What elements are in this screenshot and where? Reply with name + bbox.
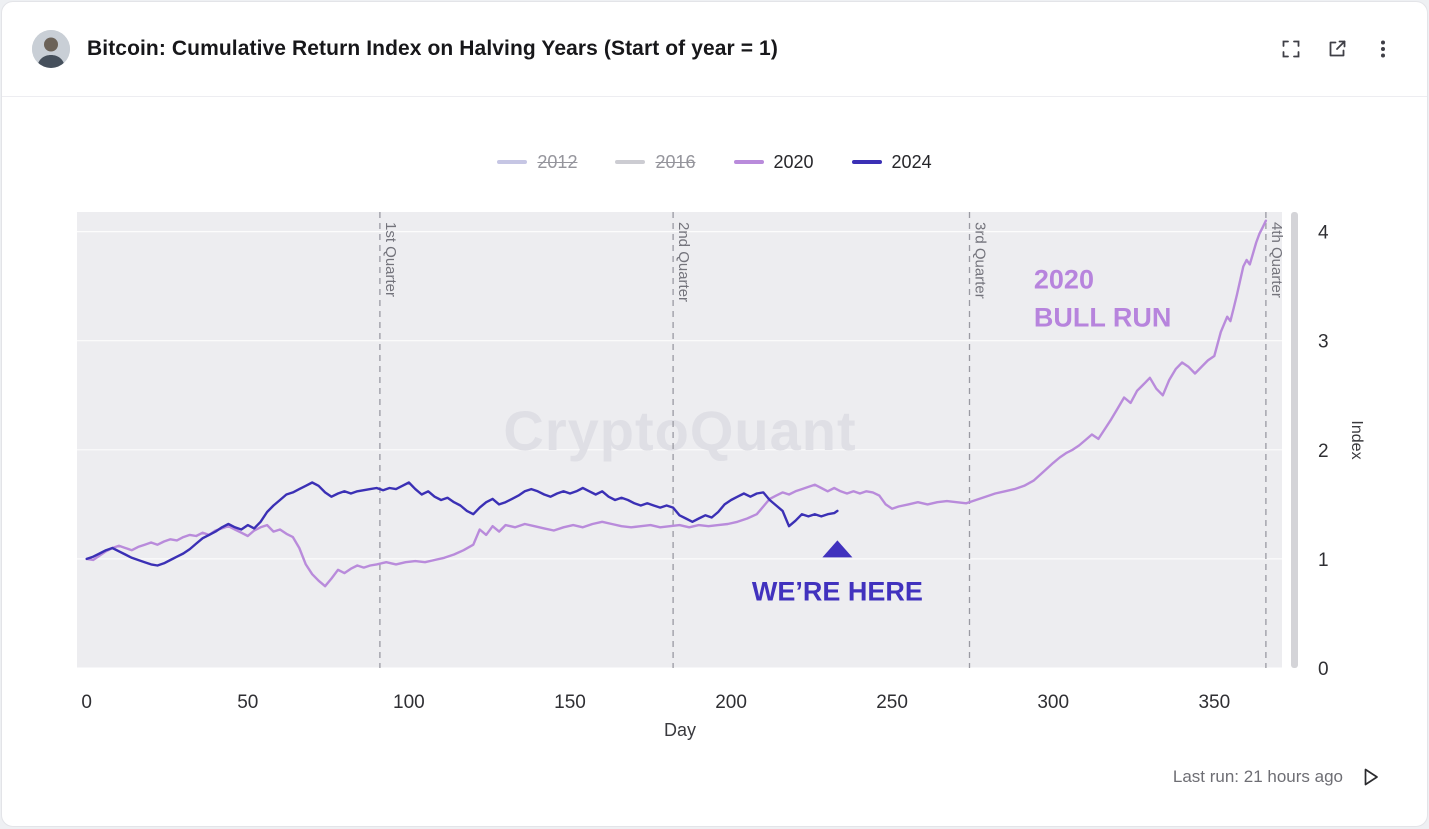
y-tick-label: 0: [1318, 659, 1329, 680]
quarter-label: 3rd Quarter: [972, 222, 989, 299]
quarter-label: 2nd Quarter: [675, 222, 692, 302]
legend-item-2016[interactable]: 2016: [615, 151, 696, 173]
x-tick-label: 300: [1037, 692, 1069, 713]
annotation-were-here-marker: [822, 540, 853, 558]
x-tick-label: 50: [237, 692, 258, 713]
header-actions: [1273, 31, 1401, 67]
chart-canvas: CryptoQuant 1st Quarter 2nd Quarter 3rd Qua…: [77, 212, 1365, 740]
legend-swatch: [851, 160, 882, 164]
legend-item-2020[interactable]: 2020: [733, 151, 814, 173]
open-external-icon: [1329, 40, 1346, 57]
legend-swatch: [497, 160, 528, 164]
x-tick-label: 150: [554, 692, 586, 713]
x-tick-label: 200: [715, 692, 747, 713]
open-external-button[interactable]: [1319, 31, 1355, 67]
fullscreen-button[interactable]: [1273, 31, 1309, 67]
page-title: Bitcoin: Cumulative Return Index on Halv…: [87, 37, 778, 60]
x-axis-title: Day: [664, 720, 696, 740]
y-axis-title: Index: [1348, 420, 1365, 459]
y-tick-label: 2: [1318, 441, 1329, 462]
last-run-label: Last run: 21 hours ago: [1172, 767, 1343, 786]
more-menu-button[interactable]: [1365, 31, 1401, 67]
x-tick-label: 0: [81, 692, 92, 713]
legend-label: 2012: [537, 151, 578, 172]
series-2024-line[interactable]: [85, 481, 839, 567]
y-tick-label: 3: [1318, 332, 1329, 353]
quarter-label: 4th Quarter: [1268, 222, 1285, 298]
run-button[interactable]: [1357, 764, 1383, 790]
annotation-bull-run: 2020: [1034, 264, 1094, 294]
y-axis-scrollbar[interactable]: [1291, 212, 1298, 668]
x-tick-label: 100: [393, 692, 425, 713]
legend-label: 2024: [891, 151, 932, 172]
fullscreen-icon: [1282, 40, 1300, 58]
watermark: CryptoQuant: [503, 399, 856, 462]
chart-footer: Last run: 21 hours ago: [2, 752, 1427, 790]
y-tick-label: 4: [1318, 223, 1329, 244]
card-header: Bitcoin: Cumulative Return Index on Halv…: [2, 2, 1427, 97]
legend-item-2012[interactable]: 2012: [497, 152, 577, 173]
y-tick-label: 1: [1318, 550, 1329, 571]
chart-region: 2012 2016 2020 2024 CryptoQuant 1st Quarter 2…: [2, 149, 1427, 790]
annotation-were-here: WE’RE HERE: [752, 576, 923, 606]
annotation-bull-run: BULL RUN: [1034, 302, 1172, 332]
kebab-menu-icon: [1381, 40, 1385, 58]
quarter-label: 1st Quarter: [382, 222, 399, 297]
legend-swatch: [615, 160, 646, 164]
x-tick-label: 250: [876, 692, 908, 713]
legend-label: 2020: [773, 151, 814, 172]
play-icon: [1364, 768, 1378, 786]
avatar-image: [32, 30, 70, 68]
series-2020-line[interactable]: [85, 219, 1268, 588]
avatar[interactable]: [32, 30, 70, 68]
x-tick-label: 350: [1198, 692, 1230, 713]
legend-item-2024[interactable]: 2024: [851, 151, 932, 173]
plot-area[interactable]: [77, 212, 1282, 668]
chart-legend: 2012 2016 2020 2024: [2, 149, 1427, 175]
legend-label: 2016: [655, 151, 696, 172]
legend-swatch: [733, 160, 764, 164]
